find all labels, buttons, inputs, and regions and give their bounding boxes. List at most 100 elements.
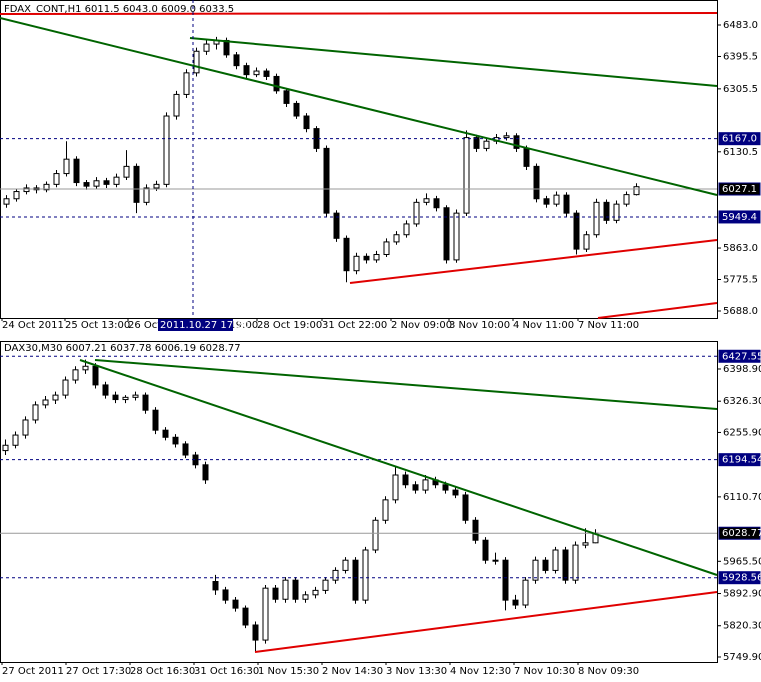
candle-body — [513, 135, 520, 149]
candle-body — [382, 499, 389, 521]
candle-body — [172, 436, 179, 445]
candle-body — [402, 474, 409, 486]
price-label-box — [718, 182, 761, 196]
candle-body — [443, 207, 450, 261]
cursor-time-box — [158, 319, 233, 331]
candle-body — [393, 234, 400, 243]
y-tick-label: 5965.50 — [723, 556, 761, 567]
candle-body — [283, 90, 290, 104]
candle-body — [32, 404, 39, 421]
y-tick-label: 6326.30 — [723, 396, 761, 407]
candle-body — [163, 115, 170, 185]
candle-body — [502, 559, 509, 601]
candle-body — [322, 579, 329, 591]
y-tick-label: 6110.70 — [723, 492, 761, 503]
candle-body — [243, 65, 250, 76]
candle-body — [82, 365, 89, 371]
y-tick-label: 5688.0 — [723, 306, 758, 317]
candle-body — [113, 176, 120, 185]
candle-body — [23, 187, 30, 193]
candle-body — [112, 394, 119, 401]
y-tick-label: 5892.90 — [723, 589, 761, 600]
trendline — [189, 37, 718, 87]
price-label: 6027.1 — [722, 184, 757, 195]
y-tick-label: 6255.90 — [723, 427, 761, 438]
candle-body — [293, 102, 300, 117]
trendline — [94, 359, 718, 410]
price-label: 5928.56 — [722, 573, 761, 584]
candle-body — [153, 183, 160, 189]
candle-body — [133, 165, 140, 203]
candle-body — [63, 158, 70, 175]
price-label-box — [718, 210, 761, 224]
candle-body — [183, 72, 190, 95]
candle-body — [603, 201, 610, 221]
y-tick-label: 6130.5 — [723, 147, 758, 158]
candle-body — [562, 549, 569, 581]
candle-body — [413, 201, 420, 225]
x-tick-label: 1 Nov 15:30 — [258, 666, 319, 677]
candle-body — [83, 182, 90, 187]
x-tick-label: 31 Oct 22:00 — [322, 320, 387, 331]
y-tick-label: 6305.5 — [723, 84, 758, 95]
price-label: 6028.77 — [722, 528, 761, 539]
candle-body — [22, 419, 29, 436]
price-label-box — [718, 132, 761, 146]
candle-body — [203, 43, 210, 52]
candle-body — [343, 237, 350, 272]
candle-body — [92, 365, 99, 386]
price-label: 6167.0 — [722, 134, 757, 145]
candle-body — [563, 194, 570, 214]
candle-body — [492, 559, 499, 562]
candle-body — [342, 559, 349, 571]
candle-body — [273, 75, 280, 92]
candle-body — [433, 198, 440, 209]
candle-body — [162, 429, 169, 438]
x-tick-label: 28 Oct 19:00 — [257, 320, 322, 331]
x-tick-label: 27 Oct 17:30 — [66, 666, 131, 677]
price-label-box — [718, 571, 761, 585]
candle-body — [522, 579, 529, 606]
candle-body — [3, 198, 10, 205]
candle-body — [463, 137, 470, 214]
trendline — [0, 17, 718, 196]
candle-body — [453, 212, 460, 261]
candle-body — [482, 539, 489, 561]
y-tick-label: 5749.90 — [723, 652, 761, 663]
x-tick-label: 2 Nov 09:00 — [391, 320, 452, 331]
candle-body — [523, 147, 530, 167]
candle-body — [613, 203, 620, 221]
candle-body — [143, 187, 150, 203]
candle-body — [383, 241, 390, 256]
x-tick-label: 24 Oct 2011 — [2, 320, 64, 331]
candle-body — [123, 165, 130, 178]
candle-body — [532, 559, 539, 581]
candle-body — [42, 399, 49, 406]
x-tick-label: 28 Oct 16:30 — [130, 666, 195, 677]
candle-body — [543, 198, 550, 205]
y-tick-label: 6395.5 — [723, 51, 758, 62]
candle-body — [53, 173, 60, 185]
candle-body — [193, 50, 200, 74]
candle-body — [553, 194, 560, 205]
candle-body — [302, 594, 309, 600]
candle-body — [182, 443, 189, 456]
candle-body — [583, 234, 590, 250]
price-label: 6194.54 — [722, 455, 761, 466]
x-tick-label: 7 Nov 11:00 — [578, 320, 639, 331]
candle-body — [43, 183, 50, 191]
candle-body — [392, 474, 399, 501]
candle-body — [93, 180, 100, 187]
candle-body — [52, 394, 59, 401]
candle-body — [503, 135, 510, 139]
candle-body — [473, 137, 480, 149]
trendline — [597, 302, 718, 319]
candle-body — [212, 581, 219, 591]
price-label: 5949.4 — [722, 212, 757, 223]
candle-body — [223, 39, 230, 56]
candle-body — [633, 186, 640, 196]
candle-body — [353, 255, 360, 272]
candle-body — [173, 93, 180, 117]
